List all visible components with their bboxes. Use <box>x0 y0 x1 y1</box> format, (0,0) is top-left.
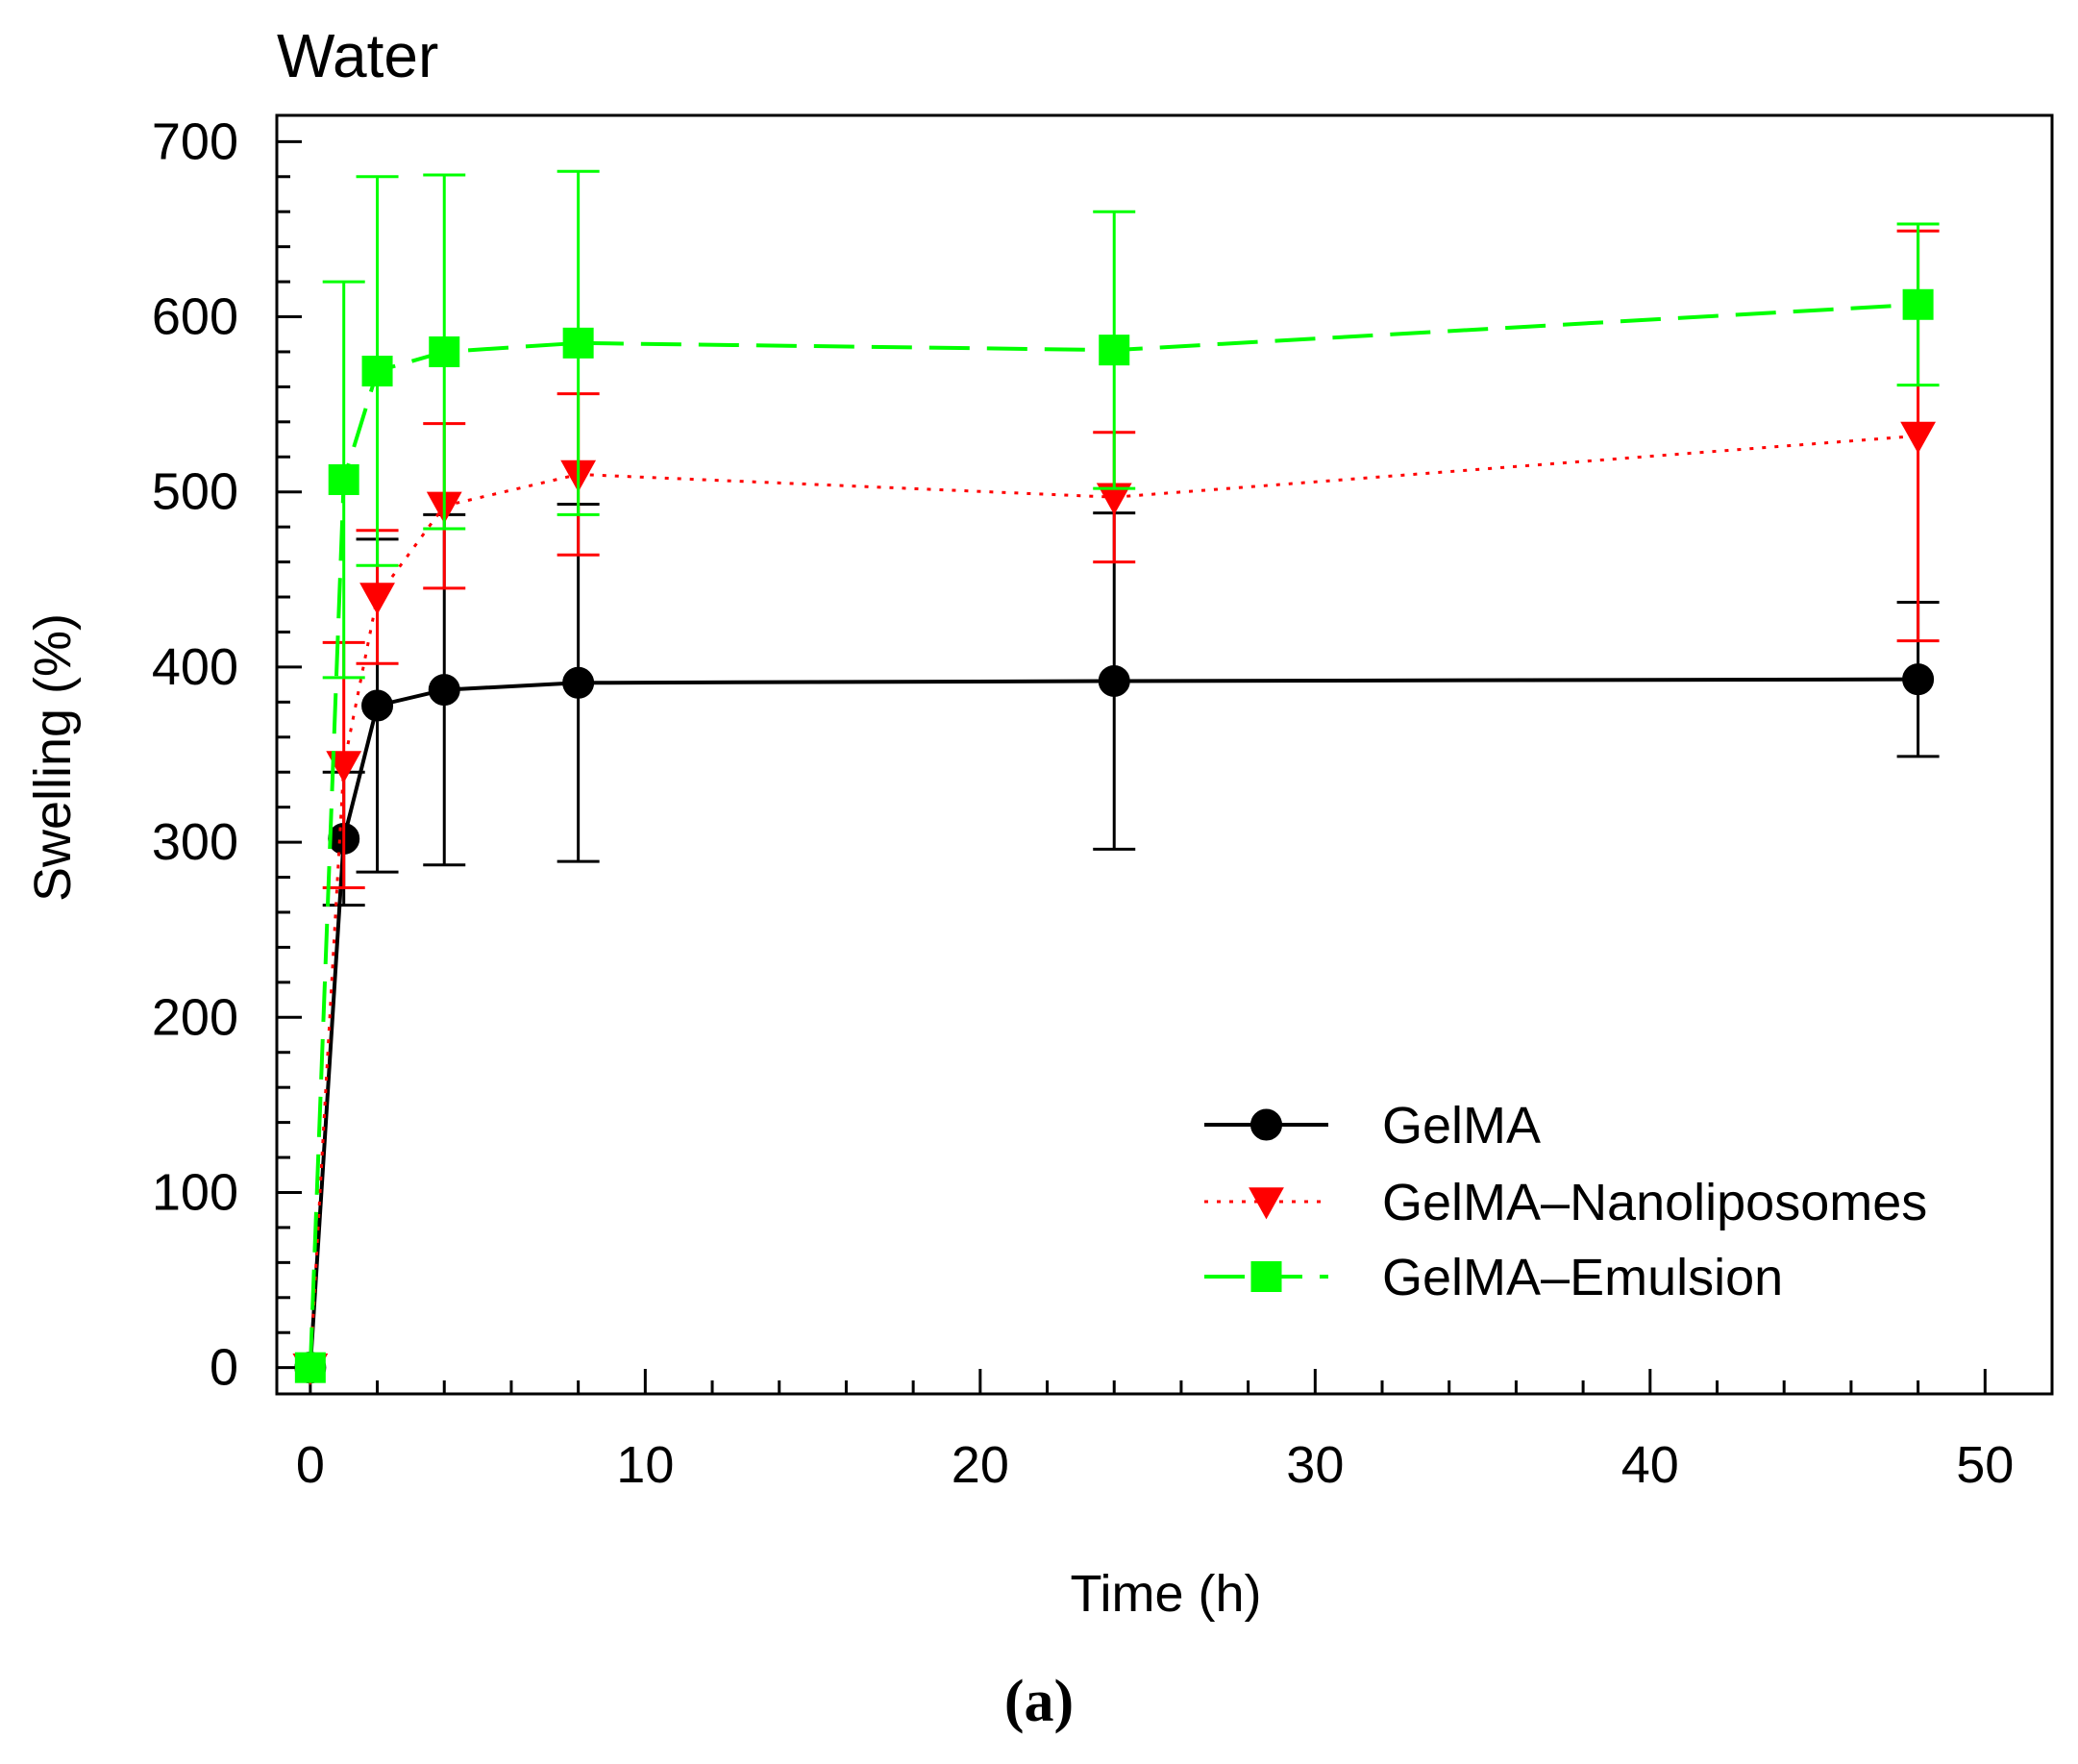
y-tick-label: 100 <box>152 1163 238 1221</box>
data-point <box>562 327 594 359</box>
chart-title: Water <box>277 21 438 90</box>
legend-marker <box>1250 1261 1282 1292</box>
legend-marker <box>1250 1108 1282 1141</box>
data-point <box>1902 288 1934 320</box>
data-point <box>1902 663 1935 696</box>
legend-label: GelMA–Nanoliposomes <box>1382 1174 1927 1231</box>
y-tick-label: 500 <box>152 463 238 521</box>
data-point <box>429 335 460 367</box>
data-point <box>361 689 394 722</box>
y-tick-label: 400 <box>152 638 238 696</box>
data-point <box>328 463 359 495</box>
legend-label: GelMA–Emulsion <box>1382 1249 1783 1306</box>
data-point <box>359 583 395 615</box>
legend: GelMA GelMA–Nanoliposomes GelMA–Emulsion <box>1204 1097 1927 1306</box>
y-tick-label: 600 <box>152 288 238 346</box>
data-point <box>361 356 393 386</box>
x-axis-label: Time (h) <box>1071 1565 1262 1623</box>
y-tick-label: 300 <box>152 813 238 871</box>
data-point <box>428 674 460 707</box>
y-axis-label: Swelling (%) <box>24 613 82 902</box>
legend-marker <box>1249 1187 1284 1220</box>
plot-frame <box>275 113 2054 1396</box>
panel-label: (a) <box>1004 1669 1074 1734</box>
data-point <box>1099 335 1130 366</box>
y-tick-label: 700 <box>152 112 238 170</box>
legend-label: GelMA <box>1382 1097 1541 1155</box>
data-point <box>1098 664 1130 697</box>
series-gelma-emulsion <box>294 169 1940 1383</box>
x-tick-label: 50 <box>1956 1436 2014 1494</box>
data-point <box>294 1352 326 1383</box>
data-point <box>1900 421 1937 454</box>
x-tick-label: 20 <box>952 1436 1009 1494</box>
x-tick-label: 10 <box>616 1436 674 1494</box>
series-gelma <box>294 502 1940 1384</box>
plot-series <box>292 169 1940 1386</box>
y-tick-label: 200 <box>152 988 238 1046</box>
x-tick-label: 0 <box>296 1436 325 1494</box>
y-tick-label: 0 <box>210 1339 238 1397</box>
data-point <box>562 666 595 699</box>
x-tick-label: 40 <box>1621 1436 1679 1494</box>
data-point <box>1096 483 1132 515</box>
x-tick-label: 30 <box>1286 1436 1344 1494</box>
